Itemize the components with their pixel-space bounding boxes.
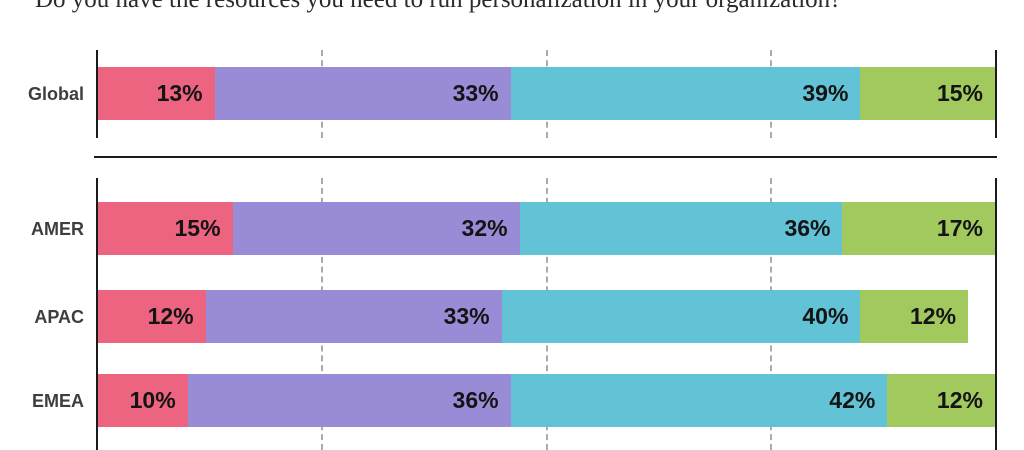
- bar-segment-segment-3-cyan: 36%: [519, 202, 843, 255]
- plot-area: 15% 32% 36% 17% 12% 33% 40% 12% 10% 36% 42% 12%: [96, 178, 997, 450]
- segment-value-label: 17%: [936, 215, 983, 241]
- axis-line-0-percent: [96, 50, 98, 138]
- segment-value-label: 12%: [936, 387, 983, 413]
- chart-separator: [94, 156, 997, 158]
- segment-value-label: 13%: [156, 80, 203, 106]
- bar-row-global: 13% 33% 39% 15%: [98, 67, 995, 120]
- bar-segment-segment-3-cyan: 40%: [501, 290, 861, 343]
- category-label-emea: EMEA: [31, 390, 84, 411]
- bar-segment-segment-2-purple: 33%: [205, 290, 502, 343]
- bar-segment-segment-4-green: 12%: [860, 290, 969, 343]
- chart-title: Do you have the resources you need to ru…: [35, 0, 841, 14]
- bar-segment-segment-4-green: 12%: [887, 374, 995, 427]
- segment-value-label: 33%: [452, 80, 499, 106]
- axis-line-100-percent: [995, 50, 997, 138]
- axis-line-0-percent: [96, 178, 98, 450]
- plot-area: 13% 33% 39% 15%: [96, 50, 997, 138]
- segment-value-label: 12%: [910, 303, 957, 329]
- axis-line-100-percent: [995, 178, 997, 450]
- category-label-global: Global: [27, 83, 84, 104]
- bar-segment-segment-4-green: 17%: [842, 202, 995, 255]
- category-label-apac: APAC: [34, 306, 84, 327]
- segment-value-label: 15%: [936, 80, 983, 106]
- segment-value-label: 10%: [129, 387, 176, 413]
- category-label-amer: AMER: [31, 218, 84, 239]
- bar-segment-segment-3-cyan: 39%: [510, 67, 861, 120]
- bar-segment-segment-3-cyan: 42%: [510, 374, 888, 427]
- bar-segment-segment-1-pink: 15%: [98, 202, 233, 255]
- bar-row-apac: 12% 33% 40% 12%: [98, 290, 995, 343]
- bar-segment-segment-1-pink: 10%: [98, 374, 188, 427]
- segment-value-label: 42%: [829, 387, 876, 413]
- bar-segment-segment-2-purple: 36%: [187, 374, 511, 427]
- bar-row-amer: 15% 32% 36% 17%: [98, 202, 995, 255]
- segment-value-label: 32%: [461, 215, 508, 241]
- bar-row-emea: 10% 36% 42% 12%: [98, 374, 995, 427]
- regions-chart-group: 15% 32% 36% 17% 12% 33% 40% 12% 10% 36% 42% 12% AMER…: [0, 178, 1024, 450]
- segment-value-label: 36%: [452, 387, 499, 413]
- bar-segment-segment-1-pink: 12%: [98, 290, 206, 343]
- segment-value-label: 33%: [443, 303, 490, 329]
- segment-value-label: 40%: [802, 303, 849, 329]
- segment-value-label: 15%: [174, 215, 221, 241]
- bar-segment-segment-2-purple: 33%: [214, 67, 511, 120]
- global-chart-group: 13% 33% 39% 15% Global: [0, 50, 1024, 138]
- bar-segment-segment-2-purple: 32%: [232, 202, 520, 255]
- segment-value-label: 39%: [802, 80, 849, 106]
- segment-value-label: 36%: [784, 215, 831, 241]
- bar-segment-segment-4-green: 15%: [860, 67, 995, 120]
- bar-segment-segment-1-pink: 13%: [98, 67, 215, 120]
- segment-value-label: 12%: [147, 303, 194, 329]
